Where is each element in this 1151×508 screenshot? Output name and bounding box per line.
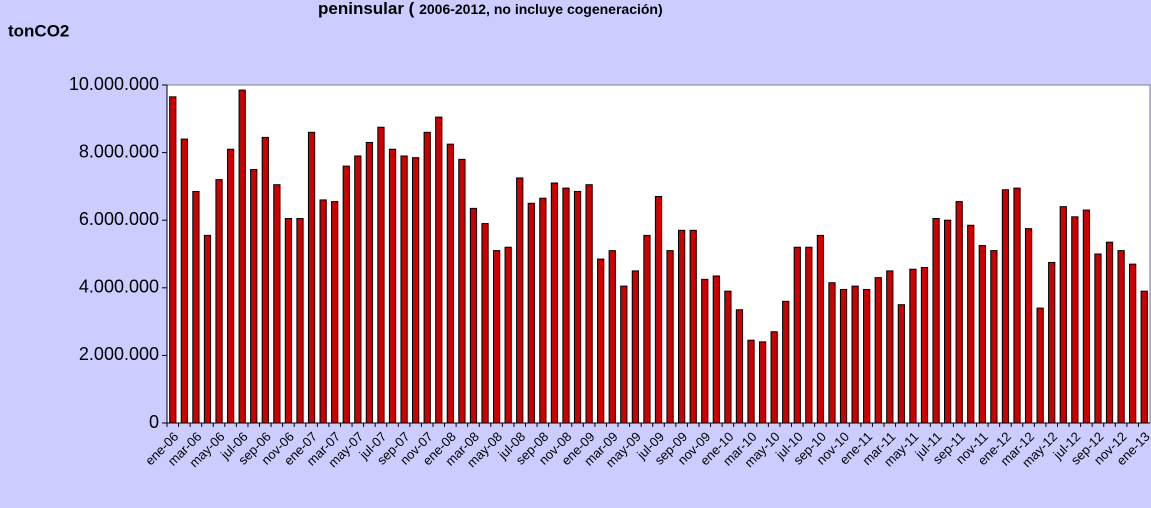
y-tick-label: 10.000.000: [69, 74, 159, 94]
bar: [874, 277, 882, 424]
bar: [446, 143, 454, 424]
bar: [284, 218, 293, 424]
bar: [180, 138, 188, 424]
bar: [1036, 307, 1044, 424]
bar: [319, 199, 327, 424]
bar: [1071, 216, 1079, 424]
bar: [886, 270, 894, 424]
bar: [365, 141, 374, 424]
bar: [943, 219, 952, 424]
bar: [863, 288, 871, 424]
bar: [1001, 189, 1010, 424]
bar: [400, 155, 408, 424]
bar: [689, 229, 697, 424]
bar: [666, 250, 674, 424]
chart-title: peninsular ( 2006-2012, no incluye cogen…: [318, 0, 663, 18]
bar: [562, 187, 570, 424]
bar: [620, 285, 628, 424]
bar: [354, 155, 362, 424]
bar: [701, 278, 709, 424]
bar: [608, 250, 616, 424]
bar: [550, 182, 559, 424]
bar: [238, 89, 246, 424]
bar: [631, 270, 639, 424]
bar: [932, 218, 940, 424]
bar: [504, 246, 512, 424]
bar: [250, 169, 258, 424]
bar: [1059, 206, 1067, 424]
bar: [1117, 250, 1125, 424]
bar: [990, 250, 998, 424]
bar: [678, 229, 686, 424]
y-axis-label: tonCO2: [8, 21, 69, 40]
bar: [273, 184, 281, 424]
bar: [435, 116, 443, 424]
bar: [805, 246, 813, 424]
bar: [585, 184, 593, 424]
bar: [828, 282, 836, 424]
bar: [1129, 263, 1137, 424]
bar: [226, 148, 235, 424]
bar: [909, 268, 917, 424]
bar: [1094, 253, 1102, 424]
bar: [851, 285, 859, 424]
bar: [978, 245, 986, 424]
bar: [458, 158, 466, 424]
bar: [516, 177, 524, 424]
y-tick-label: 8.000.000: [79, 141, 159, 161]
bar: [492, 250, 501, 424]
bar: [654, 196, 663, 424]
y-tick-label: 2.000.000: [79, 344, 159, 364]
chart-title: peninsular (: [318, 0, 415, 18]
bar: [412, 157, 420, 424]
bar: [192, 190, 200, 424]
bar: [597, 258, 605, 424]
bar: [1105, 241, 1114, 424]
bar: [897, 304, 905, 424]
bar: [377, 126, 385, 424]
bar: [793, 246, 801, 424]
bar: [816, 234, 825, 424]
bar: [169, 96, 177, 424]
bar: [1048, 261, 1056, 424]
bar: [712, 275, 720, 424]
bar: [920, 267, 929, 424]
y-tick-label: 0: [149, 412, 159, 432]
bar: [955, 201, 963, 424]
bar: [481, 223, 489, 424]
bar: [724, 290, 732, 424]
bar: [1140, 290, 1148, 424]
bar: [643, 234, 651, 424]
bar: [203, 234, 212, 424]
bar: [782, 300, 790, 424]
bar: [331, 201, 339, 424]
bar: [261, 136, 269, 424]
bar: [388, 148, 397, 424]
bar: [215, 179, 223, 424]
y-tick-label: 4.000.000: [79, 277, 159, 297]
chart-subtitle: 2006-2012, no incluye cogeneración): [419, 1, 663, 17]
bar: [469, 207, 478, 424]
bar: [539, 197, 547, 424]
bar: [1013, 187, 1021, 424]
bar: [573, 190, 582, 424]
bar: [1024, 228, 1033, 424]
bar: [735, 309, 744, 424]
bar: [1082, 209, 1091, 424]
y-tick-label: 6.000.000: [79, 209, 159, 229]
bar: [296, 218, 304, 424]
bar: [423, 131, 431, 424]
bar: [839, 288, 848, 424]
bar: [307, 131, 316, 424]
bar: [758, 341, 767, 424]
bar: [747, 339, 755, 424]
bar: [967, 224, 975, 424]
bar: [342, 165, 350, 424]
bar: [527, 202, 535, 424]
bar: [770, 331, 778, 424]
